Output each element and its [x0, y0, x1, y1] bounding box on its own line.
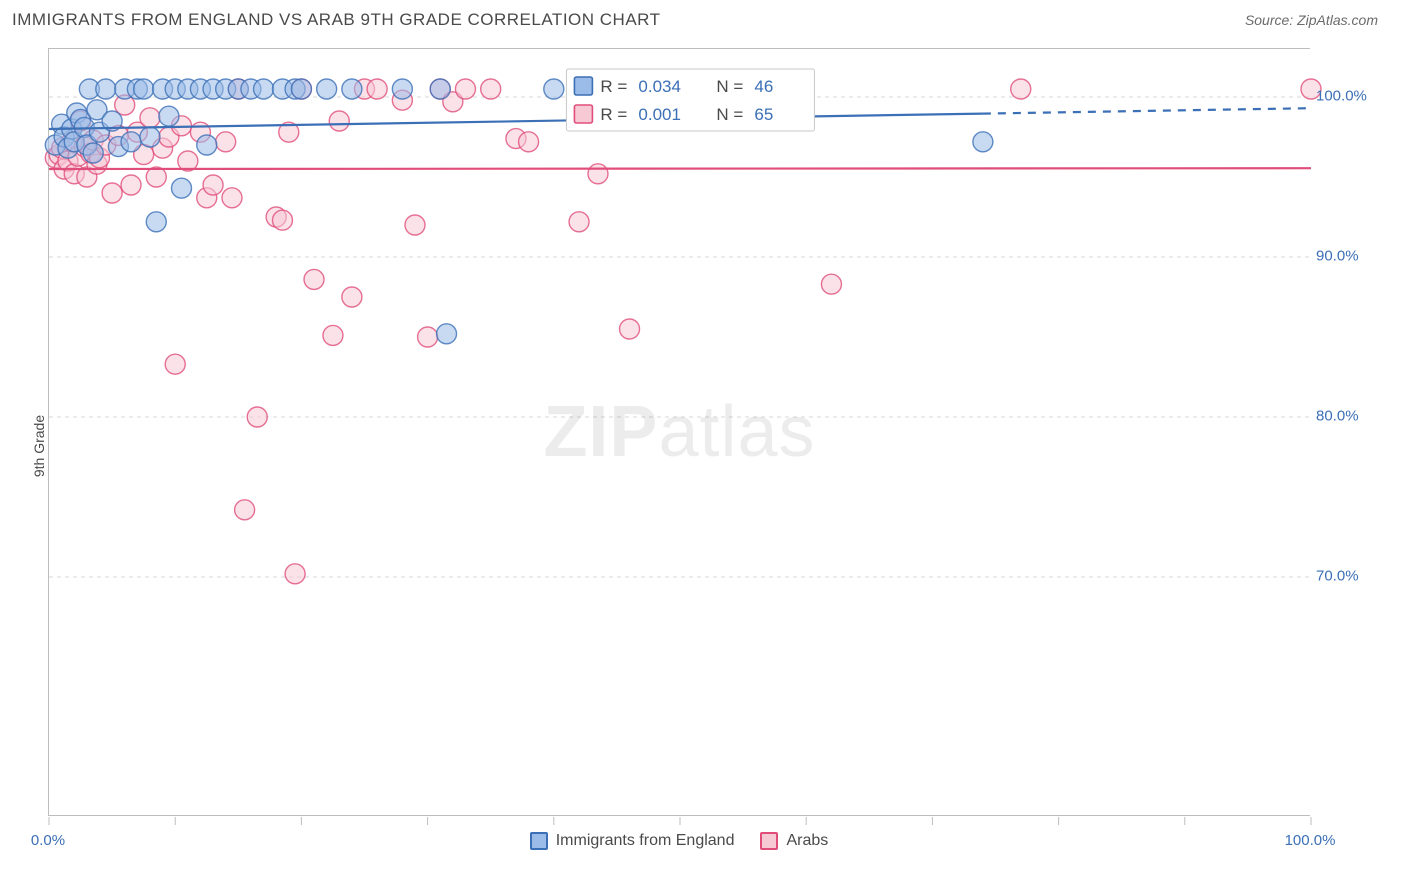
- y-tick-label: 100.0%: [1316, 88, 1367, 105]
- chart-title: IMMIGRANTS FROM ENGLAND VS ARAB 9TH GRAD…: [12, 10, 661, 30]
- legend-item-arabs: Arabs: [760, 832, 828, 850]
- chart-header: IMMIGRANTS FROM ENGLAND VS ARAB 9TH GRAD…: [0, 0, 1406, 34]
- bottom-legend: Immigrants from England Arabs: [48, 832, 1310, 850]
- legend-label-england: Immigrants from England: [556, 832, 735, 850]
- svg-text:N =: N =: [716, 105, 743, 124]
- chart-source: Source: ZipAtlas.com: [1245, 12, 1378, 28]
- svg-text:R =: R =: [600, 105, 627, 124]
- svg-text:0.001: 0.001: [638, 105, 681, 124]
- svg-text:0.034: 0.034: [638, 77, 681, 96]
- svg-text:65: 65: [754, 105, 773, 124]
- legend-label-arabs: Arabs: [786, 832, 828, 850]
- legend-swatch-arabs: [760, 832, 778, 850]
- svg-text:N =: N =: [716, 77, 743, 96]
- y-tick-label: 80.0%: [1316, 408, 1359, 425]
- y-tick-labels: 70.0% 80.0% 90.0% 100.0%: [1316, 48, 1394, 816]
- legend-item-england: Immigrants from England: [530, 832, 735, 850]
- source-link[interactable]: ZipAtlas.com: [1297, 12, 1378, 28]
- y-tick-label: 70.0%: [1316, 568, 1359, 585]
- y-axis-label: 9th Grade: [31, 415, 47, 477]
- source-label: Source:: [1245, 12, 1293, 28]
- chart-area: 9th Grade R =0.034N =46R =0.001N =65 ZIP…: [12, 40, 1396, 852]
- y-tick-label: 90.0%: [1316, 248, 1359, 265]
- scatter-plot: R =0.034N =46R =0.001N =65 ZIPatlas: [48, 48, 1310, 816]
- svg-text:R =: R =: [600, 77, 627, 96]
- svg-text:46: 46: [754, 77, 773, 96]
- legend-swatch-england: [530, 832, 548, 850]
